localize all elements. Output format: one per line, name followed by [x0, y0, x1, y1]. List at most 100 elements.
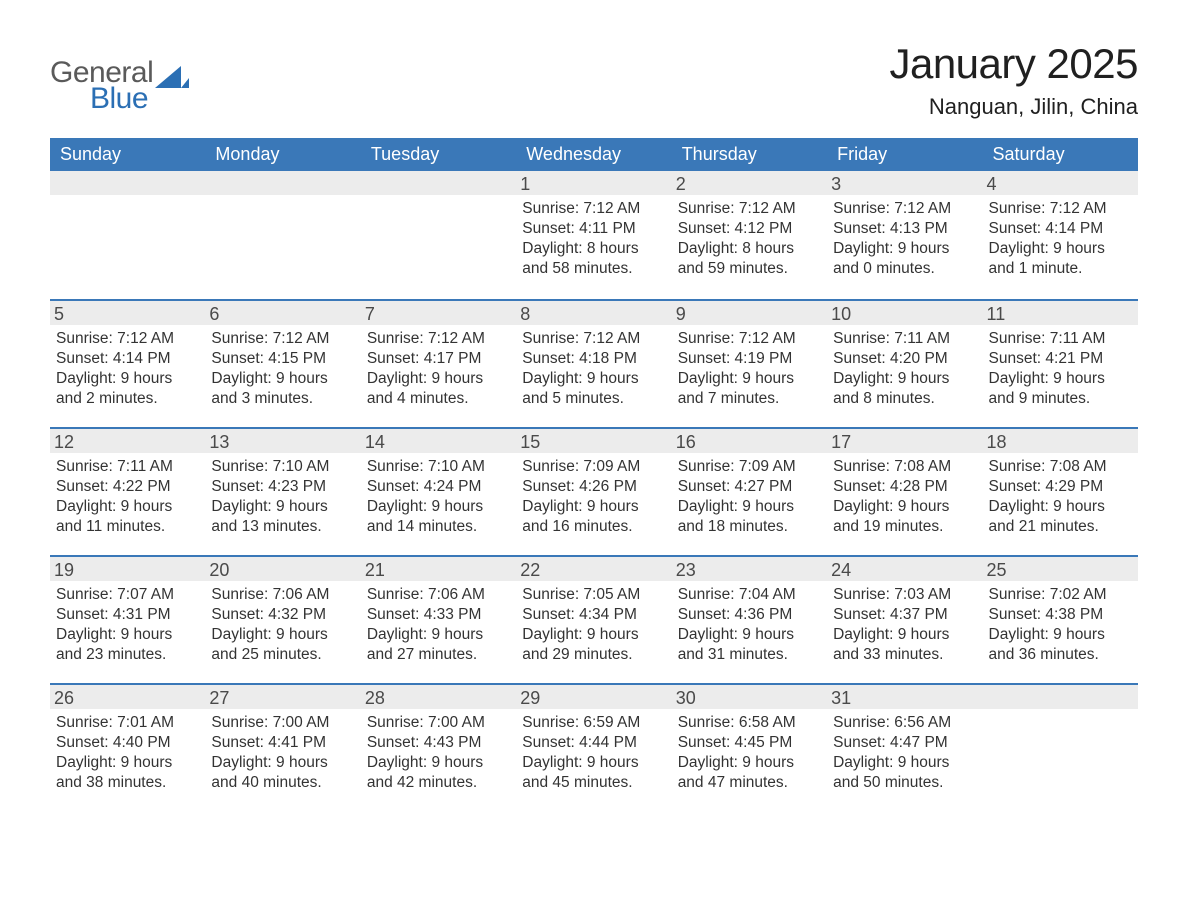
sunrise-text: Sunrise: 7:02 AM	[989, 585, 1132, 605]
day-number: 31	[827, 685, 982, 709]
calendar-day: 26Sunrise: 7:01 AMSunset: 4:40 PMDayligh…	[50, 685, 205, 811]
sunset-text: Sunset: 4:13 PM	[833, 219, 976, 239]
sunset-text: Sunset: 4:17 PM	[367, 349, 510, 369]
sunrise-text: Sunrise: 7:12 AM	[678, 329, 821, 349]
calendar-day: 8Sunrise: 7:12 AMSunset: 4:18 PMDaylight…	[516, 301, 671, 427]
daylight-text: Daylight: 9 hours and 38 minutes.	[56, 753, 199, 793]
dow-thursday: Thursday	[672, 138, 827, 171]
sunset-text: Sunset: 4:28 PM	[833, 477, 976, 497]
day-of-week-header: Sunday Monday Tuesday Wednesday Thursday…	[50, 138, 1138, 171]
day-number: 13	[205, 429, 360, 453]
sunrise-text: Sunrise: 7:12 AM	[678, 199, 821, 219]
day-number: 24	[827, 557, 982, 581]
daylight-text: Daylight: 9 hours and 29 minutes.	[522, 625, 665, 665]
day-number: 10	[827, 301, 982, 325]
title-block: January 2025 Nanguan, Jilin, China	[889, 40, 1138, 120]
daylight-text: Daylight: 9 hours and 14 minutes.	[367, 497, 510, 537]
daylight-text: Daylight: 9 hours and 7 minutes.	[678, 369, 821, 409]
day-number: 14	[361, 429, 516, 453]
sunrise-text: Sunrise: 7:01 AM	[56, 713, 199, 733]
sunrise-text: Sunrise: 7:11 AM	[833, 329, 976, 349]
calendar-day: 7Sunrise: 7:12 AMSunset: 4:17 PMDaylight…	[361, 301, 516, 427]
sunrise-text: Sunrise: 7:12 AM	[56, 329, 199, 349]
sunrise-text: Sunrise: 7:06 AM	[211, 585, 354, 605]
daylight-text: Daylight: 9 hours and 16 minutes.	[522, 497, 665, 537]
day-number	[205, 171, 360, 195]
sunrise-text: Sunrise: 6:56 AM	[833, 713, 976, 733]
sunset-text: Sunset: 4:31 PM	[56, 605, 199, 625]
day-number	[50, 171, 205, 195]
sunrise-text: Sunrise: 7:08 AM	[833, 457, 976, 477]
calendar-week: 5Sunrise: 7:12 AMSunset: 4:14 PMDaylight…	[50, 299, 1138, 427]
sunset-text: Sunset: 4:41 PM	[211, 733, 354, 753]
sunrise-text: Sunrise: 7:12 AM	[833, 199, 976, 219]
sunrise-text: Sunrise: 7:12 AM	[522, 329, 665, 349]
sunrise-text: Sunrise: 6:58 AM	[678, 713, 821, 733]
sunset-text: Sunset: 4:24 PM	[367, 477, 510, 497]
daylight-text: Daylight: 9 hours and 27 minutes.	[367, 625, 510, 665]
logo: General Blue	[50, 40, 189, 114]
day-number: 25	[983, 557, 1138, 581]
calendar-day: 17Sunrise: 7:08 AMSunset: 4:28 PMDayligh…	[827, 429, 982, 555]
calendar-day: 5Sunrise: 7:12 AMSunset: 4:14 PMDaylight…	[50, 301, 205, 427]
sunset-text: Sunset: 4:38 PM	[989, 605, 1132, 625]
sunset-text: Sunset: 4:15 PM	[211, 349, 354, 369]
calendar-day	[361, 171, 516, 299]
day-number: 28	[361, 685, 516, 709]
sunset-text: Sunset: 4:22 PM	[56, 477, 199, 497]
sunrise-text: Sunrise: 7:12 AM	[989, 199, 1132, 219]
daylight-text: Daylight: 9 hours and 21 minutes.	[989, 497, 1132, 537]
sunset-text: Sunset: 4:20 PM	[833, 349, 976, 369]
calendar-day: 19Sunrise: 7:07 AMSunset: 4:31 PMDayligh…	[50, 557, 205, 683]
calendar-day: 28Sunrise: 7:00 AMSunset: 4:43 PMDayligh…	[361, 685, 516, 811]
day-number: 7	[361, 301, 516, 325]
calendar-day: 22Sunrise: 7:05 AMSunset: 4:34 PMDayligh…	[516, 557, 671, 683]
sunset-text: Sunset: 4:29 PM	[989, 477, 1132, 497]
calendar-day: 24Sunrise: 7:03 AMSunset: 4:37 PMDayligh…	[827, 557, 982, 683]
day-number: 5	[50, 301, 205, 325]
daylight-text: Daylight: 9 hours and 47 minutes.	[678, 753, 821, 793]
day-number: 27	[205, 685, 360, 709]
calendar-week: 26Sunrise: 7:01 AMSunset: 4:40 PMDayligh…	[50, 683, 1138, 811]
sunset-text: Sunset: 4:26 PM	[522, 477, 665, 497]
calendar-week: 19Sunrise: 7:07 AMSunset: 4:31 PMDayligh…	[50, 555, 1138, 683]
day-number: 2	[672, 171, 827, 195]
calendar-day: 13Sunrise: 7:10 AMSunset: 4:23 PMDayligh…	[205, 429, 360, 555]
day-number: 17	[827, 429, 982, 453]
day-number: 22	[516, 557, 671, 581]
daylight-text: Daylight: 9 hours and 50 minutes.	[833, 753, 976, 793]
day-number: 6	[205, 301, 360, 325]
dow-wednesday: Wednesday	[516, 138, 671, 171]
day-number	[361, 171, 516, 195]
day-number: 23	[672, 557, 827, 581]
day-number: 19	[50, 557, 205, 581]
calendar-day: 1Sunrise: 7:12 AMSunset: 4:11 PMDaylight…	[516, 171, 671, 299]
sunrise-text: Sunrise: 7:04 AM	[678, 585, 821, 605]
logo-text-blue: Blue	[90, 84, 189, 114]
sunrise-text: Sunrise: 7:09 AM	[678, 457, 821, 477]
daylight-text: Daylight: 9 hours and 4 minutes.	[367, 369, 510, 409]
sunset-text: Sunset: 4:44 PM	[522, 733, 665, 753]
location-label: Nanguan, Jilin, China	[889, 94, 1138, 120]
sunset-text: Sunset: 4:32 PM	[211, 605, 354, 625]
day-number: 18	[983, 429, 1138, 453]
calendar-week: 1Sunrise: 7:12 AMSunset: 4:11 PMDaylight…	[50, 171, 1138, 299]
page-title: January 2025	[889, 40, 1138, 88]
day-number: 30	[672, 685, 827, 709]
sunrise-text: Sunrise: 7:12 AM	[522, 199, 665, 219]
sunrise-text: Sunrise: 7:12 AM	[211, 329, 354, 349]
day-number: 11	[983, 301, 1138, 325]
sunrise-text: Sunrise: 7:08 AM	[989, 457, 1132, 477]
day-number: 20	[205, 557, 360, 581]
daylight-text: Daylight: 8 hours and 58 minutes.	[522, 239, 665, 279]
calendar-day: 10Sunrise: 7:11 AMSunset: 4:20 PMDayligh…	[827, 301, 982, 427]
day-number: 8	[516, 301, 671, 325]
calendar-week: 12Sunrise: 7:11 AMSunset: 4:22 PMDayligh…	[50, 427, 1138, 555]
sunset-text: Sunset: 4:47 PM	[833, 733, 976, 753]
calendar-day: 16Sunrise: 7:09 AMSunset: 4:27 PMDayligh…	[672, 429, 827, 555]
daylight-text: Daylight: 9 hours and 45 minutes.	[522, 753, 665, 793]
sunrise-text: Sunrise: 7:11 AM	[56, 457, 199, 477]
sunset-text: Sunset: 4:11 PM	[522, 219, 665, 239]
sunset-text: Sunset: 4:18 PM	[522, 349, 665, 369]
daylight-text: Daylight: 9 hours and 25 minutes.	[211, 625, 354, 665]
